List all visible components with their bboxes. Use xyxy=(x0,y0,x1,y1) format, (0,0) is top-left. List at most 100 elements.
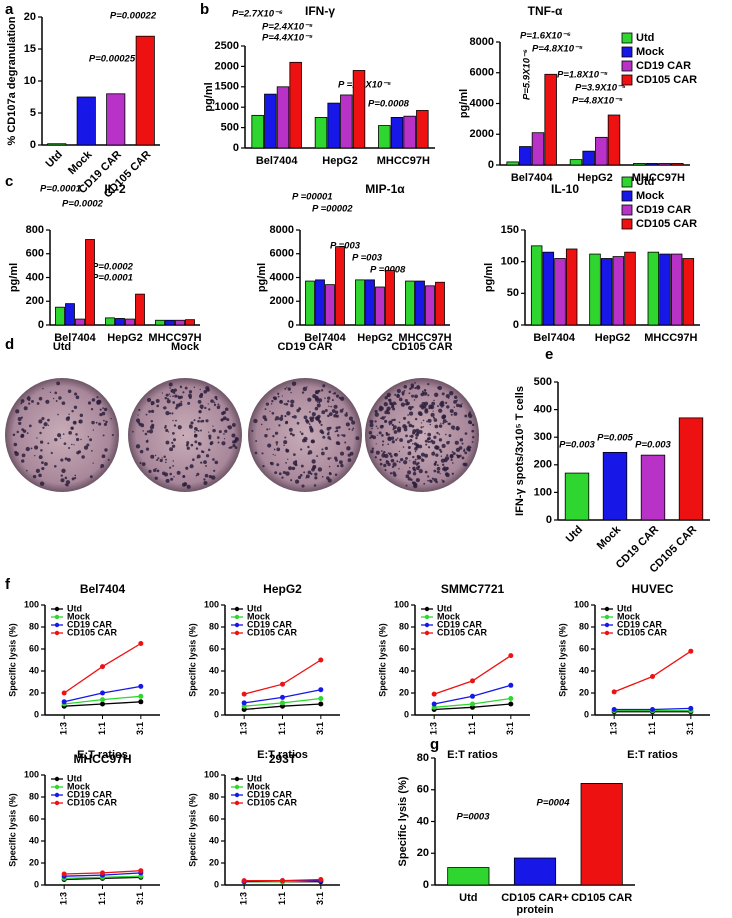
spot xyxy=(435,445,440,450)
spot xyxy=(20,402,23,405)
spot xyxy=(311,412,316,417)
x-tick-label: 3:1 xyxy=(135,892,145,905)
legend-label: Utd xyxy=(636,32,654,44)
spot xyxy=(288,466,292,471)
spot xyxy=(73,405,78,409)
bar xyxy=(264,93,277,149)
spot xyxy=(423,482,426,485)
spot xyxy=(195,429,198,432)
spot xyxy=(407,445,411,449)
spot xyxy=(377,427,379,430)
spot xyxy=(148,429,154,434)
x-tick-label: 1:3 xyxy=(239,892,249,905)
spot xyxy=(432,410,434,412)
legend-label: CD105 CAR xyxy=(67,627,118,637)
x-axis-label: E:T ratios xyxy=(447,749,498,761)
bar xyxy=(542,251,555,326)
spot xyxy=(270,403,273,405)
spot xyxy=(434,462,437,466)
bar xyxy=(569,159,583,166)
spot xyxy=(165,410,170,416)
legend-marker xyxy=(234,776,240,782)
spot xyxy=(307,445,310,449)
spot xyxy=(429,423,432,426)
spot xyxy=(439,402,444,407)
chart-title: TNF-α xyxy=(528,4,563,18)
chart-title: HUVEC xyxy=(631,582,673,596)
spot xyxy=(312,393,317,399)
spot xyxy=(417,411,423,416)
spot xyxy=(396,388,401,394)
point xyxy=(318,657,324,663)
spot xyxy=(368,431,373,435)
spot xyxy=(141,462,146,466)
spot xyxy=(453,399,458,404)
spot xyxy=(410,434,414,438)
series-line xyxy=(244,659,322,695)
point xyxy=(241,691,247,697)
legend-label: CD19 CAR xyxy=(67,619,113,629)
spot xyxy=(427,394,430,397)
point xyxy=(100,870,105,876)
spot xyxy=(31,399,34,403)
spot xyxy=(49,391,52,393)
spot xyxy=(138,424,141,426)
spot xyxy=(321,475,324,478)
legend-label: Utd xyxy=(636,176,654,188)
spot xyxy=(467,448,471,452)
y-tick-label: 0 xyxy=(404,709,409,719)
spot xyxy=(52,397,55,400)
y-tick-label: 100 xyxy=(501,256,519,268)
spot xyxy=(167,431,170,433)
bar xyxy=(47,143,67,146)
spot xyxy=(424,401,429,406)
spot xyxy=(231,433,236,438)
spot xyxy=(287,458,289,460)
spot xyxy=(439,473,441,475)
spot xyxy=(271,399,274,403)
spot xyxy=(64,457,68,461)
y-tick-label: 80 xyxy=(399,621,409,631)
point xyxy=(138,699,144,705)
spot xyxy=(221,441,226,446)
bar xyxy=(595,136,608,166)
spot xyxy=(403,460,408,465)
spot xyxy=(446,421,448,423)
chart-title: IL-2 xyxy=(104,182,126,196)
spot xyxy=(404,398,408,403)
spot xyxy=(200,461,203,464)
spot xyxy=(344,413,348,417)
point xyxy=(61,699,67,705)
spot xyxy=(195,447,199,450)
legend-marker xyxy=(234,606,240,612)
spot xyxy=(410,385,414,389)
spot xyxy=(165,458,167,461)
point xyxy=(611,707,617,712)
spot xyxy=(291,466,296,471)
spot xyxy=(471,429,475,433)
chart-title: MHCC97H xyxy=(73,752,131,766)
spot xyxy=(385,460,390,465)
spot xyxy=(308,425,313,429)
spot xyxy=(100,463,105,468)
bar xyxy=(314,117,328,149)
spot xyxy=(355,436,360,441)
y-tick-label: 60 xyxy=(579,643,589,653)
spot xyxy=(71,443,73,446)
legend-marker xyxy=(54,630,60,636)
spot xyxy=(440,455,443,458)
spot xyxy=(441,463,445,466)
spot xyxy=(195,474,198,477)
spot xyxy=(285,449,290,453)
spot xyxy=(335,429,339,433)
y-axis-label: IFN-γ spots/3x10⁵ T cells xyxy=(514,386,526,516)
spot xyxy=(232,444,236,448)
bar xyxy=(624,251,636,326)
spot xyxy=(101,454,106,459)
spot xyxy=(381,453,386,458)
spot xyxy=(110,417,112,420)
spot xyxy=(402,446,405,448)
spot xyxy=(145,447,150,451)
spot xyxy=(266,428,269,431)
spot xyxy=(392,401,397,406)
